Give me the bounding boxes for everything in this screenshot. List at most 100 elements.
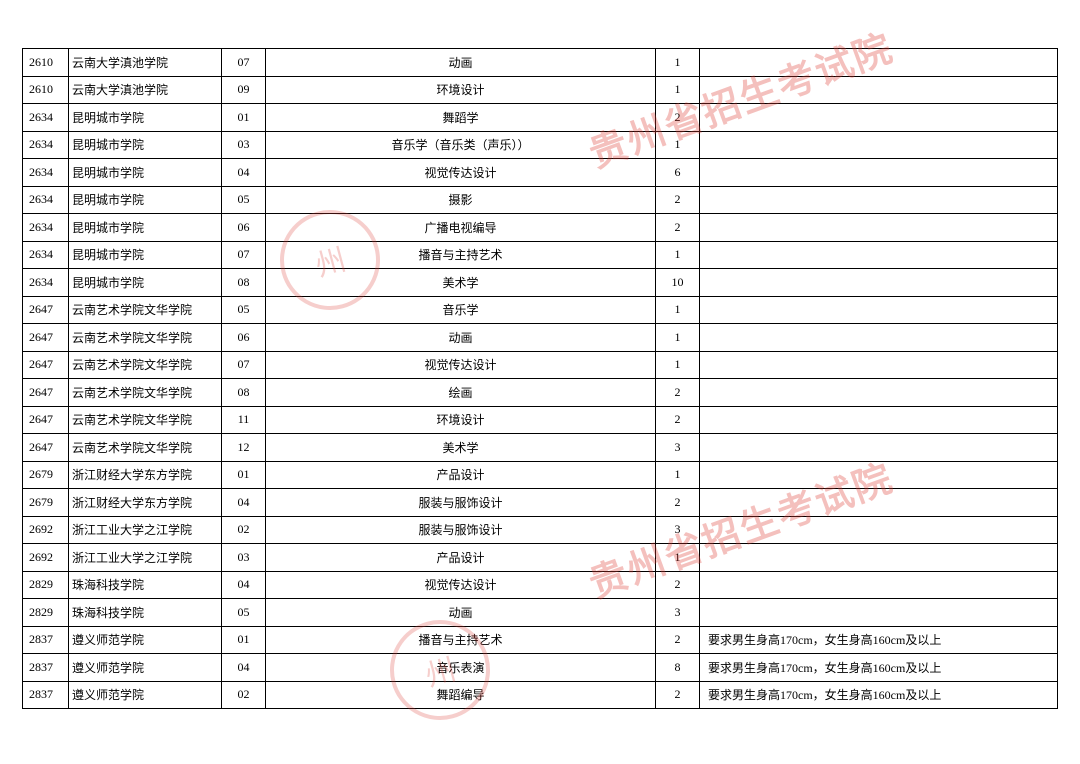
table-row: 2634昆明城市学院04视觉传达设计6: [23, 159, 1058, 187]
cell-major_code: 03: [222, 131, 266, 159]
cell-code: 2634: [23, 241, 69, 269]
table-row: 2647云南艺术学院文华学院11环境设计2: [23, 406, 1058, 434]
cell-note: 要求男生身高170cm，女生身高160cm及以上: [700, 654, 1058, 682]
cell-code: 2837: [23, 626, 69, 654]
cell-count: 1: [656, 324, 700, 352]
cell-note: [700, 351, 1058, 379]
cell-major_name: 播音与主持艺术: [266, 241, 656, 269]
cell-count: 10: [656, 269, 700, 297]
cell-count: 6: [656, 159, 700, 187]
cell-major_name: 美术学: [266, 434, 656, 462]
cell-major_name: 产品设计: [266, 461, 656, 489]
cell-count: 2: [656, 406, 700, 434]
cell-school: 浙江财经大学东方学院: [69, 461, 222, 489]
cell-school: 昆明城市学院: [69, 241, 222, 269]
cell-note: [700, 571, 1058, 599]
cell-code: 2829: [23, 599, 69, 627]
cell-major_code: 07: [222, 241, 266, 269]
cell-note: [700, 296, 1058, 324]
cell-code: 2634: [23, 186, 69, 214]
cell-major_name: 动画: [266, 324, 656, 352]
cell-code: 2647: [23, 379, 69, 407]
cell-major_name: 产品设计: [266, 544, 656, 572]
cell-major_code: 08: [222, 269, 266, 297]
cell-note: [700, 269, 1058, 297]
table-row: 2679浙江财经大学东方学院04服装与服饰设计2: [23, 489, 1058, 517]
table-row: 2610云南大学滇池学院07动画1: [23, 49, 1058, 77]
cell-count: 8: [656, 654, 700, 682]
table-row: 2647云南艺术学院文华学院07视觉传达设计1: [23, 351, 1058, 379]
cell-note: [700, 434, 1058, 462]
cell-major_name: 音乐学（音乐类（声乐））: [266, 131, 656, 159]
cell-code: 2679: [23, 461, 69, 489]
cell-school: 浙江工业大学之江学院: [69, 544, 222, 572]
cell-major_code: 12: [222, 434, 266, 462]
cell-count: 2: [656, 214, 700, 242]
table-row: 2647云南艺术学院文华学院08绘画2: [23, 379, 1058, 407]
cell-major_name: 舞蹈学: [266, 104, 656, 132]
table-row: 2634昆明城市学院05摄影2: [23, 186, 1058, 214]
cell-code: 2634: [23, 214, 69, 242]
table-row: 2634昆明城市学院03音乐学（音乐类（声乐））1: [23, 131, 1058, 159]
table-row: 2634昆明城市学院07播音与主持艺术1: [23, 241, 1058, 269]
table-row: 2837遵义师范学院04音乐表演8要求男生身高170cm，女生身高160cm及以…: [23, 654, 1058, 682]
table-row: 2634昆明城市学院06广播电视编导2: [23, 214, 1058, 242]
cell-school: 昆明城市学院: [69, 186, 222, 214]
cell-school: 昆明城市学院: [69, 214, 222, 242]
cell-major_code: 05: [222, 186, 266, 214]
cell-school: 云南艺术学院文华学院: [69, 434, 222, 462]
cell-school: 珠海科技学院: [69, 571, 222, 599]
cell-school: 昆明城市学院: [69, 104, 222, 132]
cell-note: [700, 76, 1058, 104]
cell-code: 2634: [23, 104, 69, 132]
cell-major_code: 02: [222, 681, 266, 709]
cell-major_name: 绘画: [266, 379, 656, 407]
cell-code: 2647: [23, 406, 69, 434]
cell-count: 3: [656, 434, 700, 462]
cell-major_code: 01: [222, 461, 266, 489]
cell-school: 云南大学滇池学院: [69, 76, 222, 104]
cell-count: 2: [656, 571, 700, 599]
cell-note: [700, 49, 1058, 77]
table-body: 2610云南大学滇池学院07动画12610云南大学滇池学院09环境设计12634…: [23, 49, 1058, 709]
cell-count: 1: [656, 351, 700, 379]
cell-major_name: 音乐表演: [266, 654, 656, 682]
cell-major_name: 视觉传达设计: [266, 351, 656, 379]
cell-major_code: 01: [222, 626, 266, 654]
cell-count: 1: [656, 76, 700, 104]
cell-major_name: 播音与主持艺术: [266, 626, 656, 654]
cell-code: 2837: [23, 654, 69, 682]
table-row: 2647云南艺术学院文华学院05音乐学1: [23, 296, 1058, 324]
cell-count: 2: [656, 186, 700, 214]
cell-major_name: 视觉传达设计: [266, 159, 656, 187]
cell-major_name: 环境设计: [266, 406, 656, 434]
cell-school: 云南艺术学院文华学院: [69, 406, 222, 434]
cell-note: [700, 516, 1058, 544]
cell-major_code: 03: [222, 544, 266, 572]
cell-school: 云南艺术学院文华学院: [69, 379, 222, 407]
cell-code: 2837: [23, 681, 69, 709]
table-row: 2837遵义师范学院02舞蹈编导2要求男生身高170cm，女生身高160cm及以…: [23, 681, 1058, 709]
cell-count: 2: [656, 489, 700, 517]
cell-major_code: 01: [222, 104, 266, 132]
cell-count: 2: [656, 681, 700, 709]
cell-major_code: 04: [222, 654, 266, 682]
table-row: 2829珠海科技学院04视觉传达设计2: [23, 571, 1058, 599]
cell-note: [700, 599, 1058, 627]
table-row: 2692浙江工业大学之江学院02服装与服饰设计3: [23, 516, 1058, 544]
cell-count: 2: [656, 104, 700, 132]
cell-school: 昆明城市学院: [69, 159, 222, 187]
cell-note: 要求男生身高170cm，女生身高160cm及以上: [700, 626, 1058, 654]
cell-major_code: 04: [222, 489, 266, 517]
cell-school: 遵义师范学院: [69, 654, 222, 682]
cell-count: 2: [656, 626, 700, 654]
cell-school: 云南艺术学院文华学院: [69, 351, 222, 379]
cell-code: 2692: [23, 516, 69, 544]
cell-note: [700, 544, 1058, 572]
cell-school: 珠海科技学院: [69, 599, 222, 627]
cell-major_code: 07: [222, 49, 266, 77]
cell-major_name: 舞蹈编导: [266, 681, 656, 709]
cell-count: 1: [656, 296, 700, 324]
cell-school: 云南大学滇池学院: [69, 49, 222, 77]
cell-school: 昆明城市学院: [69, 131, 222, 159]
